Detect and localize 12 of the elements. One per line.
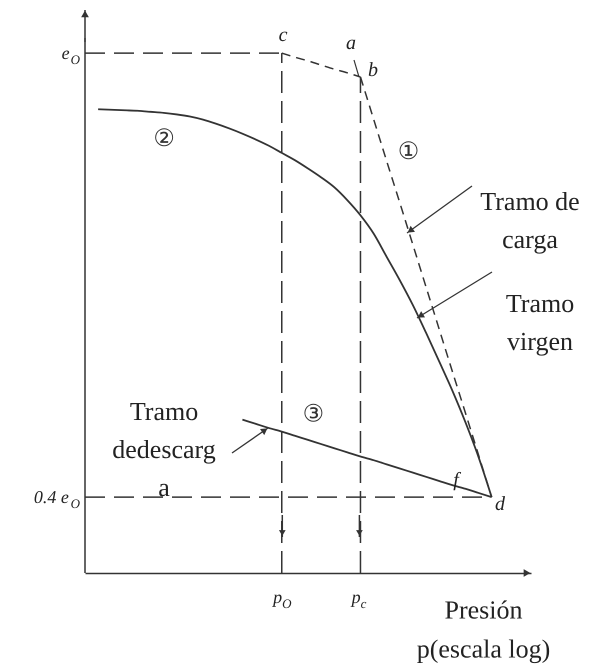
series-label: ③: [302, 400, 324, 428]
annotation: f: [453, 469, 462, 491]
series-label: ②: [153, 124, 175, 152]
annotation: Tramo virgen: [506, 289, 574, 356]
annotation: Tramo dedescarg a: [112, 397, 216, 502]
series-label: ①: [398, 136, 420, 165]
annotation: a: [346, 32, 356, 54]
annotation: b: [368, 59, 378, 81]
annotation: Tramo de carga: [480, 187, 580, 254]
annotation: d: [495, 493, 506, 515]
x-axis-title: Presión p(escala log): [416, 596, 550, 664]
text: c: [278, 24, 288, 46]
